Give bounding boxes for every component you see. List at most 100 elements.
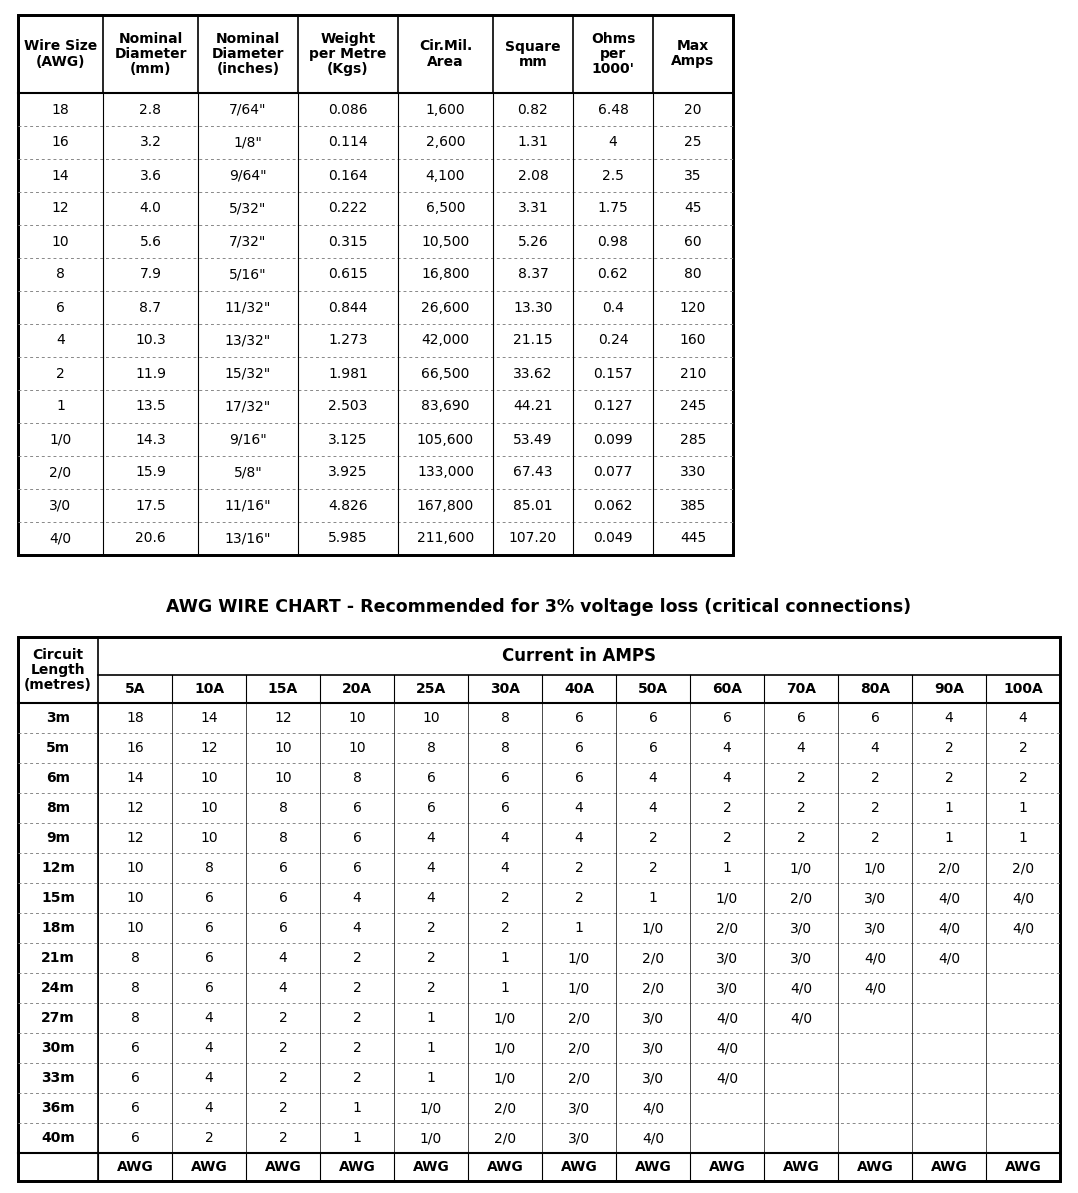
Text: 0.157: 0.157 (593, 366, 633, 381)
Text: 1: 1 (500, 981, 510, 995)
Text: 17/32": 17/32" (225, 400, 272, 414)
Text: 2/0: 2/0 (1012, 861, 1034, 874)
Text: 6: 6 (871, 711, 880, 725)
Text: per: per (599, 47, 626, 61)
Text: 6: 6 (205, 981, 213, 995)
Text: 26,600: 26,600 (421, 301, 470, 315)
Text: 0.615: 0.615 (328, 267, 368, 282)
Text: 3.925: 3.925 (328, 465, 368, 480)
Text: 2: 2 (500, 891, 510, 905)
Text: 6: 6 (353, 861, 361, 874)
Text: 4: 4 (1019, 711, 1027, 725)
Text: 2: 2 (278, 1010, 288, 1025)
Text: 9/64": 9/64" (230, 168, 267, 183)
Text: 13.30: 13.30 (513, 301, 553, 315)
Text: 3/0: 3/0 (790, 921, 812, 935)
Text: 0.062: 0.062 (593, 499, 633, 513)
Text: 4/0: 4/0 (716, 1010, 738, 1025)
Text: 1: 1 (944, 832, 953, 845)
Text: 12: 12 (201, 741, 218, 755)
Text: 1: 1 (1019, 832, 1027, 845)
Text: 60: 60 (685, 235, 702, 248)
Text: 1/0: 1/0 (568, 981, 590, 995)
Text: 2/0: 2/0 (641, 981, 664, 995)
Text: Diameter: Diameter (211, 47, 285, 61)
Text: 10: 10 (126, 861, 143, 874)
Text: 330: 330 (680, 465, 706, 480)
Text: 10: 10 (348, 741, 365, 755)
Text: 4: 4 (649, 801, 658, 815)
Text: 6: 6 (278, 861, 288, 874)
Text: 45: 45 (685, 202, 702, 216)
Text: 2,600: 2,600 (426, 136, 466, 149)
Text: 1.31: 1.31 (517, 136, 549, 149)
Text: 445: 445 (680, 532, 706, 545)
Text: 50A: 50A (638, 682, 668, 696)
Text: 4/0: 4/0 (938, 951, 960, 965)
Text: 12: 12 (126, 801, 143, 815)
Text: 107.20: 107.20 (509, 532, 557, 545)
Bar (18, 637, 1060, 1181)
Text: 83,690: 83,690 (421, 400, 470, 414)
Text: 1: 1 (649, 891, 658, 905)
Text: 4/0: 4/0 (716, 1041, 738, 1055)
Text: 15/32": 15/32" (225, 366, 272, 381)
Text: 2: 2 (278, 1041, 288, 1055)
Bar (18, 16, 733, 555)
Text: 210: 210 (680, 366, 706, 381)
Text: 285: 285 (680, 433, 706, 446)
Text: 2: 2 (797, 771, 805, 785)
Text: 2/0: 2/0 (938, 861, 960, 874)
Text: 7.9: 7.9 (139, 267, 162, 282)
Text: 6: 6 (575, 771, 583, 785)
Text: 66,500: 66,500 (421, 366, 470, 381)
Text: 1/0: 1/0 (50, 433, 71, 446)
Text: 13/16": 13/16" (224, 532, 272, 545)
Text: 6: 6 (575, 711, 583, 725)
Text: 40m: 40m (41, 1131, 74, 1145)
Text: 44.21: 44.21 (513, 400, 553, 414)
Text: 5/32": 5/32" (230, 202, 266, 216)
Text: 21m: 21m (41, 951, 75, 965)
Text: 2/0: 2/0 (568, 1041, 590, 1055)
Text: (Kgs): (Kgs) (328, 62, 369, 76)
Text: AWG: AWG (708, 1160, 745, 1174)
Text: 2/0: 2/0 (716, 921, 738, 935)
Text: 4/0: 4/0 (716, 1071, 738, 1084)
Text: 1000': 1000' (592, 62, 635, 76)
Text: 5/16": 5/16" (230, 267, 267, 282)
Text: 245: 245 (680, 400, 706, 414)
Text: 4: 4 (56, 334, 65, 347)
Text: 6,500: 6,500 (426, 202, 466, 216)
Text: 25A: 25A (416, 682, 446, 696)
Text: 12: 12 (274, 711, 292, 725)
Text: 4: 4 (500, 832, 510, 845)
Text: 6: 6 (427, 771, 436, 785)
Text: AWG: AWG (116, 1160, 153, 1174)
Text: 20A: 20A (342, 682, 372, 696)
Text: Current in AMPS: Current in AMPS (502, 647, 657, 665)
Text: 4/0: 4/0 (641, 1131, 664, 1145)
Text: 11/32": 11/32" (225, 301, 272, 315)
Text: 16: 16 (126, 741, 143, 755)
Text: 15m: 15m (41, 891, 75, 905)
Text: 10,500: 10,500 (421, 235, 470, 248)
Text: 10: 10 (348, 711, 365, 725)
Text: 2: 2 (278, 1071, 288, 1084)
Text: AWG: AWG (338, 1160, 375, 1174)
Text: 6: 6 (649, 741, 658, 755)
Text: 17.5: 17.5 (135, 499, 166, 513)
Text: 2/0: 2/0 (568, 1010, 590, 1025)
Text: 6.48: 6.48 (597, 103, 628, 117)
Text: 4/0: 4/0 (938, 891, 960, 905)
Text: 0.98: 0.98 (597, 235, 628, 248)
Text: 0.222: 0.222 (329, 202, 368, 216)
Text: 4.826: 4.826 (328, 499, 368, 513)
Text: 8.37: 8.37 (517, 267, 549, 282)
Text: 14.3: 14.3 (135, 433, 166, 446)
Text: 4/0: 4/0 (790, 981, 812, 995)
Text: 4: 4 (871, 741, 880, 755)
Text: 16: 16 (52, 136, 69, 149)
Text: 4/0: 4/0 (1012, 921, 1034, 935)
Text: (inches): (inches) (217, 62, 279, 76)
